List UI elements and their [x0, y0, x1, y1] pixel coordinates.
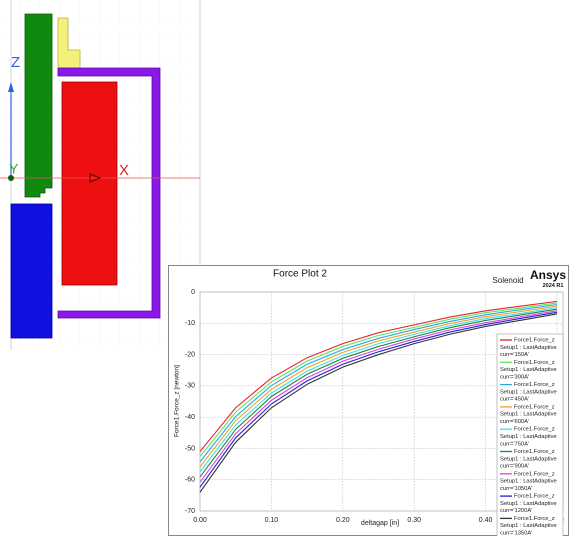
legend-label: Setup1 : LastAdaptive [500, 456, 557, 462]
x-axis-label: deltagap [in] [361, 520, 399, 527]
y-tick-label: -70 [185, 508, 195, 515]
x-tick-label: 0.00 [193, 517, 207, 524]
brand: Ansys [530, 268, 566, 282]
legend-label: curr='900A' [500, 464, 529, 470]
legend-label: curr='300A' [500, 374, 529, 380]
axis-label: Z [11, 54, 20, 71]
yoke-part[interactable] [57, 67, 161, 319]
z-arrow [8, 82, 14, 92]
x-tick-label: 0.20 [336, 517, 350, 524]
y-tick-label: -30 [185, 383, 195, 390]
legend-label: Force1.Force_z [514, 382, 555, 388]
legend-label: Force1.Force_z [514, 360, 555, 366]
legend-label: curr='1050A' [500, 486, 532, 492]
legend-label: curr='750A' [500, 441, 529, 447]
legend-label: curr='1350A' [500, 531, 532, 536]
series-line [199, 311, 558, 488]
legend-label: Force1.Force_z [514, 494, 555, 500]
legend-label: Force1.Force_z [514, 471, 555, 477]
x-tick-label: 0.10 [265, 517, 279, 524]
series-line [199, 303, 558, 463]
legend-label: Force1.Force_z [514, 516, 555, 522]
series-line [199, 308, 558, 478]
series-line [199, 313, 558, 493]
legend-label: curr='150A' [500, 352, 529, 358]
legend-label: Setup1 : LastAdaptive [500, 412, 557, 418]
legend-label: Setup1 : LastAdaptive [500, 434, 557, 440]
legend-label: Setup1 : LastAdaptive [500, 523, 557, 529]
legend-box [496, 333, 564, 536]
geometry-view: Z Y X [0, 0, 201, 350]
version: 2024 R1 [543, 283, 564, 289]
y-axis-label: Force1.Force_z [newton] [174, 365, 181, 437]
legend-label: Setup1 : LastAdaptive [500, 345, 557, 351]
legend-label: Setup1 : LastAdaptive [500, 479, 557, 485]
legend-label: Setup1 : LastAdaptive [500, 501, 557, 507]
legend-label: Force1.Force_z [514, 338, 555, 344]
x-tick-label: 0.40 [479, 517, 493, 524]
axis-label: Y [9, 161, 19, 177]
series-line [199, 310, 558, 483]
legend-label: Setup1 : LastAdaptive [500, 389, 557, 395]
chart-title: Force Plot 2 [273, 269, 327, 280]
y-tick-label: -50 [185, 445, 195, 452]
series-line [199, 302, 558, 457]
legend-label: Force1.Force_z [514, 449, 555, 455]
axis-label: X [119, 162, 129, 179]
y-tick-label: -10 [185, 320, 195, 327]
project-name: Solenoid [492, 276, 523, 285]
plunger-part[interactable] [10, 203, 53, 339]
y-tick-label: -40 [185, 414, 195, 421]
legend-label: curr='600A' [500, 419, 529, 425]
series-line [199, 300, 558, 452]
legend-label: Force1.Force_z [514, 427, 555, 433]
legend-label: curr='1200A' [500, 508, 532, 514]
series-line [199, 305, 558, 468]
legend-label: curr='450A' [500, 397, 529, 403]
y-tick-label: -20 [185, 351, 195, 358]
core-part[interactable] [24, 13, 53, 198]
coil-part[interactable] [61, 81, 118, 286]
legend-label: Force1.Force_z [514, 404, 555, 410]
x-tick-label: 0.30 [407, 517, 421, 524]
origin [8, 175, 14, 181]
y-tick-label: -60 [185, 477, 195, 484]
series-line [199, 307, 558, 473]
legend-label: Setup1 : LastAdaptive [500, 367, 557, 373]
x-arrow [89, 173, 102, 183]
y-tick-label: 0 [191, 289, 195, 296]
